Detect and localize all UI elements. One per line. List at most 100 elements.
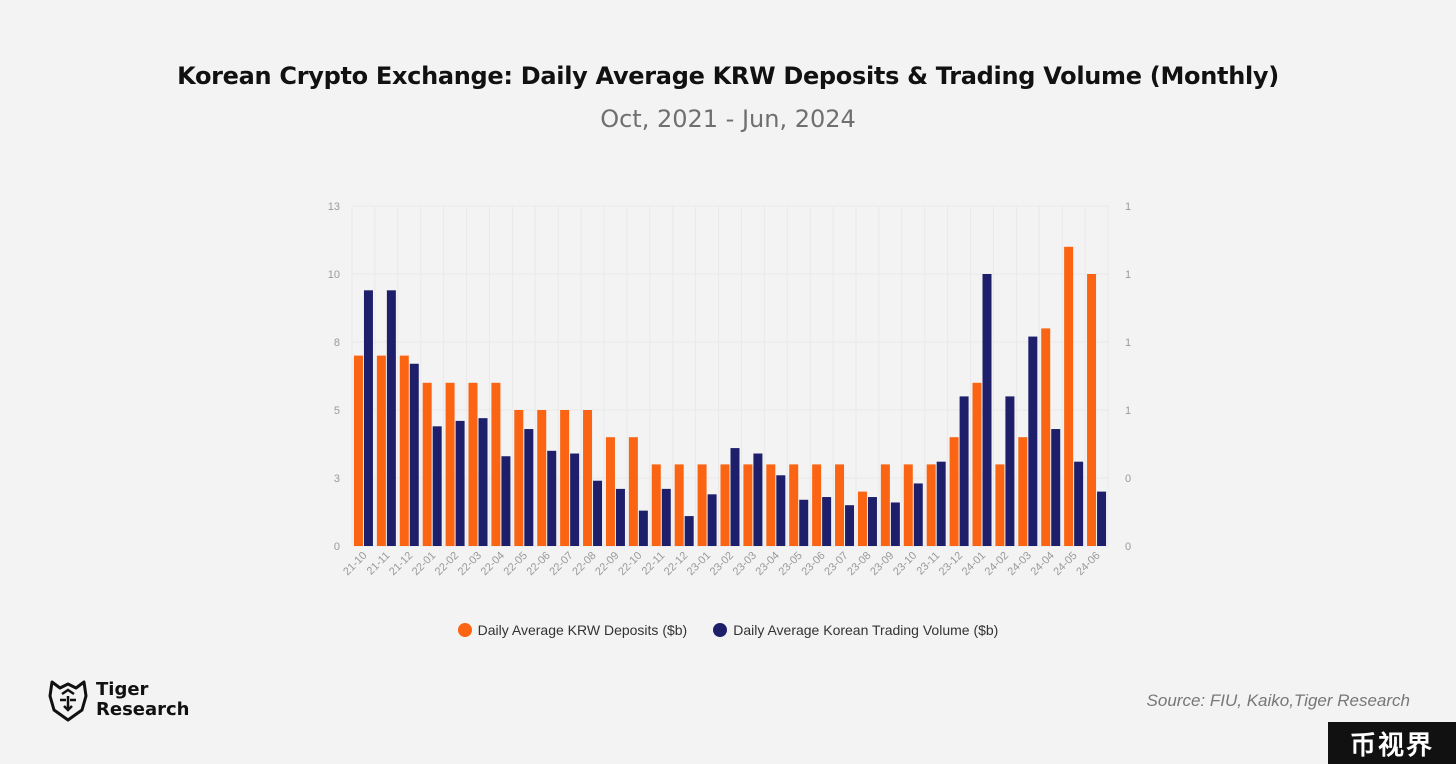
- x-tick-label: 23-08: [845, 550, 873, 578]
- bar-deposits[interactable]: [422, 382, 432, 546]
- bar-deposits[interactable]: [605, 437, 615, 546]
- bar-deposits[interactable]: [674, 464, 684, 546]
- y-right-tick-label: 1: [1125, 405, 1131, 417]
- y-right-tick-label: 0: [1125, 541, 1131, 553]
- x-tick-label: 24-02: [983, 550, 1011, 578]
- bar-deposits[interactable]: [857, 491, 867, 546]
- legend-item-trading-volume[interactable]: Daily Average Korean Trading Volume ($b): [713, 622, 998, 638]
- x-tick-label: 23-04: [754, 550, 782, 578]
- bar-trading-volume[interactable]: [913, 483, 923, 546]
- bar-deposits[interactable]: [560, 410, 570, 546]
- y-left-tick-label: 13: [328, 201, 340, 213]
- bar-trading-volume[interactable]: [1074, 461, 1084, 546]
- bar-trading-volume[interactable]: [799, 499, 809, 546]
- x-tick-label: 22-05: [502, 550, 530, 578]
- bar-deposits[interactable]: [812, 464, 822, 546]
- bar-trading-volume[interactable]: [432, 426, 442, 546]
- bar-deposits[interactable]: [628, 437, 638, 546]
- legend-item-deposits[interactable]: Daily Average KRW Deposits ($b): [457, 622, 687, 638]
- bar-trading-volume[interactable]: [684, 516, 694, 546]
- x-tick-label: 22-03: [456, 550, 484, 578]
- bar-trading-volume[interactable]: [547, 450, 557, 546]
- bar-deposits[interactable]: [1041, 328, 1051, 546]
- legend: Daily Average KRW Deposits ($b) Daily Av…: [0, 622, 1456, 638]
- bar-trading-volume[interactable]: [936, 461, 946, 546]
- bar-trading-volume[interactable]: [478, 418, 488, 546]
- bar-trading-volume[interactable]: [615, 488, 625, 546]
- y-right-tick-label: 1: [1125, 337, 1131, 349]
- bar-deposits[interactable]: [1018, 437, 1028, 546]
- x-tick-label: 23-10: [891, 550, 919, 578]
- tiger-icon: [48, 680, 88, 722]
- bar-deposits[interactable]: [835, 464, 845, 546]
- bar-trading-volume[interactable]: [386, 290, 396, 546]
- bar-deposits[interactable]: [399, 355, 409, 546]
- bar-trading-volume[interactable]: [363, 290, 373, 546]
- bar-trading-volume[interactable]: [524, 429, 534, 546]
- bar-deposits[interactable]: [972, 382, 982, 546]
- x-tick-label: 22-02: [433, 550, 461, 578]
- bar-deposits[interactable]: [995, 464, 1005, 546]
- bar-trading-volume[interactable]: [455, 420, 465, 546]
- bar-trading-volume[interactable]: [982, 274, 992, 546]
- bar-deposits[interactable]: [1087, 274, 1097, 546]
- bar-deposits[interactable]: [720, 464, 730, 546]
- bar-trading-volume[interactable]: [1005, 396, 1015, 546]
- bar-trading-volume[interactable]: [501, 456, 511, 546]
- bar-deposits[interactable]: [697, 464, 707, 546]
- x-tick-label: 23-01: [685, 550, 713, 578]
- x-tick-label: 23-02: [708, 550, 736, 578]
- bar-deposits[interactable]: [743, 464, 753, 546]
- bar-deposits[interactable]: [514, 410, 524, 546]
- bar-deposits[interactable]: [926, 464, 936, 546]
- bar-deposits[interactable]: [537, 410, 547, 546]
- bar-deposits[interactable]: [468, 382, 478, 546]
- x-tick-label: 23-06: [799, 550, 827, 578]
- bar-deposits[interactable]: [880, 464, 890, 546]
- bar-trading-volume[interactable]: [845, 505, 855, 546]
- x-tick-label: 24-01: [960, 550, 988, 578]
- bar-deposits[interactable]: [583, 410, 593, 546]
- bar-trading-volume[interactable]: [730, 448, 740, 546]
- x-tick-label: 22-10: [616, 550, 644, 578]
- legend-label-trading-volume: Daily Average Korean Trading Volume ($b): [733, 622, 999, 638]
- bar-trading-volume[interactable]: [1051, 429, 1061, 546]
- x-axis: 21-1021-1121-1222-0122-0222-0322-0422-05…: [341, 550, 1102, 578]
- legend-dot-trading-volume: [713, 623, 728, 637]
- bar-trading-volume[interactable]: [409, 363, 419, 546]
- bar-trading-volume[interactable]: [890, 502, 900, 546]
- tiger-research-logo: Tiger Research: [46, 676, 190, 724]
- bar-deposits[interactable]: [1064, 246, 1074, 547]
- bar-trading-volume[interactable]: [822, 497, 832, 546]
- bar-trading-volume[interactable]: [707, 494, 717, 546]
- y-left-tick-label: 3: [334, 473, 340, 485]
- bar-trading-volume[interactable]: [1028, 336, 1038, 546]
- bar-deposits[interactable]: [445, 382, 455, 546]
- bar-deposits[interactable]: [491, 382, 501, 546]
- bar-deposits[interactable]: [789, 464, 799, 546]
- bar-deposits[interactable]: [903, 464, 913, 546]
- x-tick-label: 23-12: [937, 550, 965, 578]
- bar-deposits[interactable]: [949, 437, 959, 546]
- bar-trading-volume[interactable]: [593, 480, 603, 546]
- bar-trading-volume[interactable]: [1097, 491, 1107, 546]
- bar-deposits[interactable]: [651, 464, 661, 546]
- bar-trading-volume[interactable]: [661, 488, 671, 546]
- bar-trading-volume[interactable]: [638, 510, 648, 546]
- bar-trading-volume[interactable]: [959, 396, 969, 546]
- bar-trading-volume[interactable]: [867, 497, 877, 546]
- x-tick-label: 22-04: [479, 550, 507, 578]
- chart-title: Korean Crypto Exchange: Daily Average KR…: [177, 62, 1279, 90]
- bar-trading-volume[interactable]: [753, 453, 763, 546]
- y-left-tick-label: 0: [334, 541, 340, 553]
- grid-lines: [351, 205, 1109, 547]
- x-tick-label: 24-04: [1028, 550, 1056, 578]
- bar-trading-volume[interactable]: [776, 475, 786, 546]
- bar-deposits[interactable]: [353, 355, 363, 546]
- bar-deposits[interactable]: [376, 355, 386, 546]
- bar-deposits[interactable]: [766, 464, 776, 546]
- bar-trading-volume[interactable]: [570, 453, 580, 546]
- y-left-tick-label: 10: [328, 269, 340, 281]
- x-tick-label: 22-06: [524, 550, 552, 578]
